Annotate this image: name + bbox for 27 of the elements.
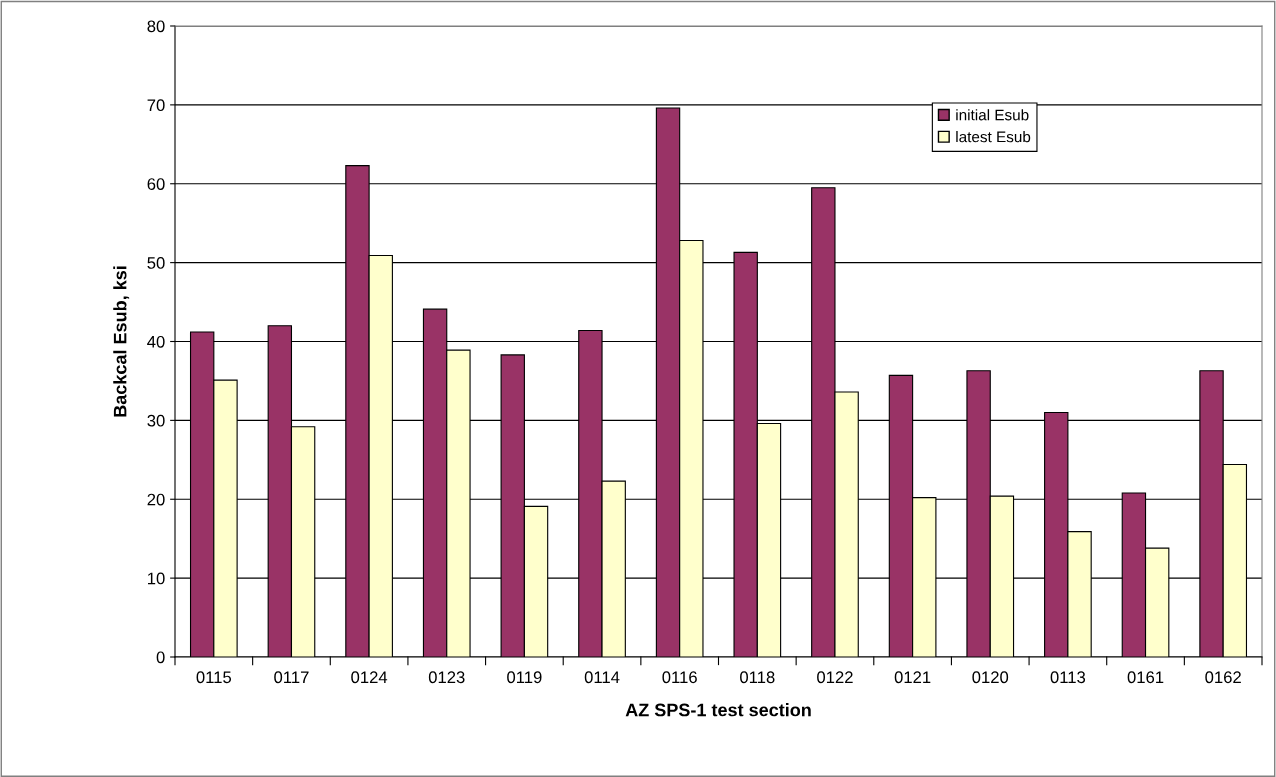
x-tick-label: 0114	[584, 671, 620, 684]
x-tick-label: 0113	[1050, 671, 1086, 684]
y-tick-label: 70	[147, 99, 165, 112]
x-tick-label: 0161	[1127, 671, 1164, 684]
x-tick-label: 0124	[351, 671, 388, 684]
legend-label: latest Esub	[956, 131, 1031, 143]
y-tick-label: 60	[147, 178, 165, 190]
x-tick-label: 0118	[740, 671, 775, 684]
x-axis-title: AZ SPS-1 test section	[625, 703, 811, 717]
y-tick-label: 20	[147, 493, 165, 506]
y-tick-label: 40	[147, 335, 165, 348]
x-tick-label: 0119	[507, 671, 542, 684]
y-tick-label: 0	[156, 651, 165, 664]
x-tick-label: 0115	[196, 671, 232, 684]
y-tick-label: 30	[147, 414, 165, 427]
y-tick-label: 10	[148, 572, 165, 585]
y-axis-title: Backcal Esub, ksi	[113, 266, 130, 417]
x-tick-label: 0162	[1205, 671, 1241, 684]
x-tick-label: 0123	[428, 671, 465, 684]
x-tick-label: 0122	[817, 671, 853, 684]
legend-label: initial Esub	[956, 109, 1029, 121]
y-tick-label: 50	[147, 257, 165, 269]
x-tick-label: 0121	[894, 671, 931, 684]
x-tick-label: 0120	[972, 671, 1009, 684]
x-tick-label: 0117	[274, 671, 309, 684]
x-tick-label: 0116	[662, 671, 697, 684]
y-tick-label: 80	[147, 20, 165, 33]
